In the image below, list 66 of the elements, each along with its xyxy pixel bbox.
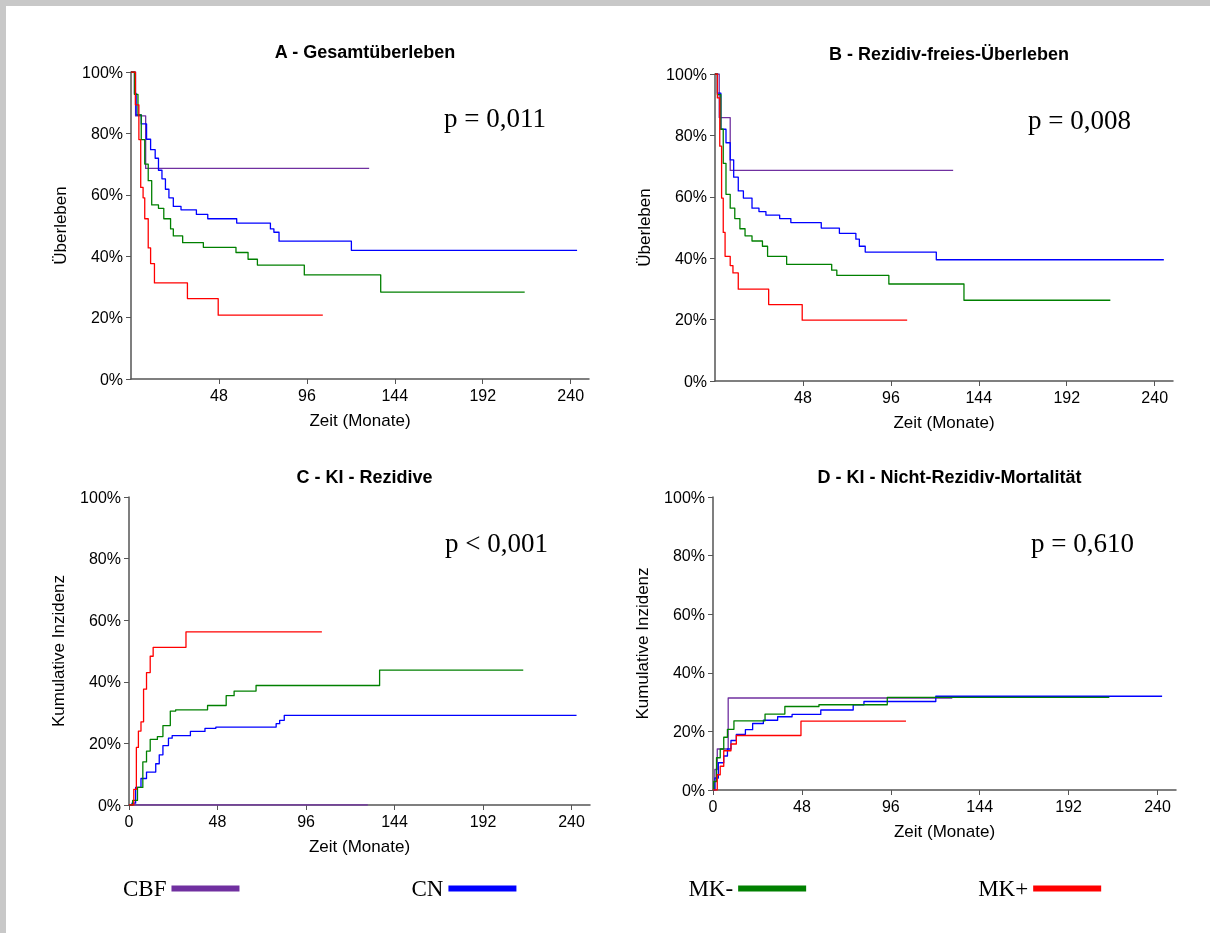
- y-axis-title: Überleben: [635, 188, 654, 267]
- x-tick-label: 0: [124, 812, 134, 830]
- y-tick-label: 60%: [88, 611, 121, 629]
- x-tick-label: 144: [965, 388, 993, 406]
- legend-label: CN: [411, 876, 444, 901]
- y-tick-label: 60%: [674, 188, 707, 206]
- y-tick-label: 100%: [80, 488, 121, 506]
- legend-label: CBF: [122, 876, 167, 901]
- x-tick-label: 144: [966, 797, 994, 815]
- x-tick-label: 240: [558, 812, 586, 830]
- y-tick-label: 80%: [674, 126, 707, 144]
- annotation: p = 0,011: [444, 102, 546, 133]
- x-tick-label: 240: [1141, 388, 1169, 406]
- y-tick-label: 40%: [672, 664, 705, 682]
- x-tick-label: 144: [381, 812, 408, 830]
- y-tick-label: 100%: [82, 63, 123, 81]
- y-tick-label: 100%: [666, 65, 707, 83]
- y-tick-label: 100%: [664, 488, 705, 506]
- y-tick-label: 0%: [681, 781, 705, 799]
- annotation: p = 0,008: [1028, 104, 1131, 135]
- chart-title: B - Rezidiv-freies-Überleben: [828, 44, 1070, 64]
- x-tick-label: 192: [1053, 388, 1081, 406]
- x-axis-title: Zeit (Monate): [893, 413, 995, 432]
- x-tick-label: 96: [297, 386, 316, 404]
- y-tick-label: 0%: [683, 372, 707, 390]
- y-axis-title: Überleben: [51, 186, 70, 265]
- x-tick-label: 192: [1055, 797, 1083, 815]
- x-tick-label: 192: [469, 386, 497, 404]
- x-axis-title: Zeit (Monate): [309, 411, 411, 430]
- y-axis-title: Kumulative Inzidenz: [49, 574, 68, 728]
- y-tick-label: 20%: [90, 309, 123, 327]
- x-axis-title: Zeit (Monate): [893, 822, 996, 841]
- y-tick-label: 60%: [90, 186, 123, 204]
- x-tick-label: 48: [208, 812, 227, 830]
- x-tick-label: 96: [297, 812, 316, 830]
- y-tick-label: 20%: [88, 734, 121, 752]
- y-tick-label: 80%: [88, 550, 121, 568]
- y-tick-label: 80%: [672, 547, 705, 565]
- x-axis-title: Zeit (Monate): [308, 837, 411, 856]
- y-tick-label: 40%: [88, 673, 121, 691]
- y-tick-label: 20%: [674, 311, 707, 329]
- y-tick-label: 0%: [99, 370, 123, 388]
- x-tick-label: 48: [210, 386, 228, 404]
- x-tick-label: 240: [557, 386, 585, 404]
- x-tick-label: 48: [794, 388, 812, 406]
- x-tick-label: 96: [881, 388, 900, 406]
- x-tick-label: 96: [881, 797, 900, 815]
- y-tick-label: 40%: [674, 249, 707, 267]
- chart-title: D - KI - Nicht-Rezidiv-Mortalität: [817, 467, 1082, 487]
- x-tick-label: 240: [1144, 797, 1171, 815]
- y-axis-title: Kumulative Inzidenz: [633, 567, 652, 720]
- x-tick-label: 0: [708, 797, 718, 815]
- y-tick-label: 20%: [672, 722, 705, 740]
- x-tick-label: 48: [793, 797, 811, 815]
- y-tick-label: 60%: [672, 605, 705, 623]
- y-tick-label: 80%: [90, 124, 123, 142]
- annotation: p < 0,001: [445, 527, 548, 558]
- x-tick-label: 192: [469, 812, 497, 830]
- chart-title: C - KI - Rezidive: [296, 467, 433, 487]
- x-tick-label: 144: [381, 386, 409, 404]
- chart-title: A - Gesamtüberleben: [274, 42, 456, 62]
- legend-label: MK-: [688, 876, 734, 901]
- y-tick-label: 0%: [97, 796, 121, 814]
- annotation: p = 0,610: [1031, 527, 1134, 558]
- y-tick-label: 40%: [90, 247, 123, 265]
- legend-label: MK+: [978, 876, 1029, 901]
